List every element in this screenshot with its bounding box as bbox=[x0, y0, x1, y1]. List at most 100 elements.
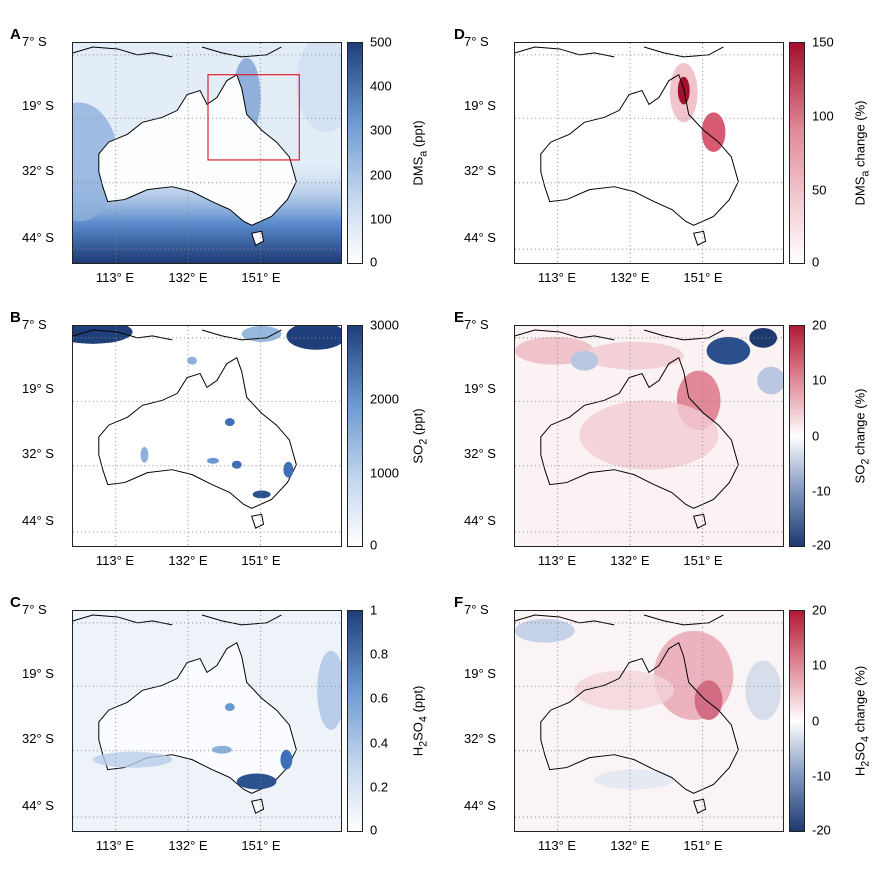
lat-tick: 19° S bbox=[464, 666, 496, 681]
cb-tick: 100 bbox=[370, 211, 392, 227]
cb-tick: 0.8 bbox=[370, 646, 389, 662]
map-d-svg bbox=[515, 43, 783, 263]
cb-tick: 20 bbox=[812, 317, 827, 333]
lon-tick: 113° E bbox=[95, 553, 135, 568]
lat-tick: 32° S bbox=[22, 731, 54, 746]
map-b-svg bbox=[73, 326, 341, 546]
cb-tick: -20 bbox=[812, 537, 831, 553]
panel-letter: D bbox=[454, 26, 465, 43]
cb-tick: 0 bbox=[812, 713, 820, 729]
map-c bbox=[72, 610, 342, 832]
colorbar-f bbox=[789, 610, 805, 832]
lon-tick: 151° E bbox=[241, 553, 281, 568]
lat-tick: 7° S bbox=[22, 317, 47, 332]
lat-tick: 19° S bbox=[464, 98, 496, 113]
lon-tick: 113° E bbox=[95, 838, 135, 853]
cb-tick: 0.6 bbox=[370, 690, 389, 706]
lat-tick: 32° S bbox=[464, 446, 496, 461]
cb-tick: 400 bbox=[370, 78, 392, 94]
panel-b: B 7° S 19° S 32° S 44° S 3000 2000 10 bbox=[0, 305, 442, 593]
lon-tick: 132° E bbox=[168, 553, 208, 568]
panel-f: F 7° S 19° S 32° S 44° S 20 10 0 -10 -20… bbox=[442, 590, 884, 878]
cb-tick: 0 bbox=[370, 254, 378, 270]
lon-tick: 151° E bbox=[683, 553, 723, 568]
panel-e: E 7° S 19° S 32° S 44° S 20 10 0 -10 -20… bbox=[442, 305, 884, 593]
colorbar-label: SO2 change (%) bbox=[852, 388, 872, 484]
colorbar-label: DMSa change (%) bbox=[852, 100, 872, 206]
lat-tick: 44° S bbox=[22, 230, 54, 245]
lat-tick: 19° S bbox=[22, 381, 54, 396]
lon-tick: 132° E bbox=[610, 270, 650, 285]
cb-tick: -20 bbox=[812, 822, 831, 838]
colorbar-label: SO2 (ppt) bbox=[410, 408, 430, 464]
panel-letter: C bbox=[10, 594, 21, 611]
cb-tick: 0.4 bbox=[370, 735, 389, 751]
lat-tick: 7° S bbox=[464, 34, 489, 49]
lat-tick: 7° S bbox=[464, 317, 489, 332]
lat-tick: 32° S bbox=[22, 446, 54, 461]
map-d bbox=[514, 42, 784, 264]
lat-tick: 44° S bbox=[22, 798, 54, 813]
lon-tick: 151° E bbox=[683, 270, 723, 285]
new-guinea-coast bbox=[73, 46, 282, 58]
cb-tick: 300 bbox=[370, 122, 392, 138]
panel-a: A 7° S 19° S 32° S 44° S bbox=[0, 22, 442, 310]
cb-tick: 50 bbox=[812, 182, 827, 198]
cb-tick: 2000 bbox=[370, 391, 399, 407]
cb-tick: 10 bbox=[812, 372, 827, 388]
cb-tick: 0 bbox=[370, 822, 378, 838]
colorbar-label: H2SO4 (ppt) bbox=[410, 685, 430, 757]
cb-tick: 0 bbox=[812, 254, 820, 270]
lat-tick: 19° S bbox=[22, 666, 54, 681]
map-f bbox=[514, 610, 784, 832]
panel-letter: F bbox=[454, 594, 464, 611]
map-c-svg bbox=[73, 611, 341, 831]
map-e bbox=[514, 325, 784, 547]
colorbar-a bbox=[347, 42, 363, 264]
lat-tick: 32° S bbox=[464, 163, 496, 178]
lat-tick: 32° S bbox=[464, 731, 496, 746]
lon-tick: 113° E bbox=[537, 553, 577, 568]
lat-tick: 7° S bbox=[22, 602, 47, 617]
panel-letter: E bbox=[454, 309, 465, 326]
lat-tick: 19° S bbox=[22, 98, 54, 113]
lon-tick: 151° E bbox=[241, 270, 281, 285]
colorbar-label: DMSa (ppt) bbox=[410, 120, 430, 186]
lon-tick: 151° E bbox=[241, 838, 281, 853]
panel-c: C 7° S 19° S 32° S 44° S 1 0.8 0.6 0.4 0… bbox=[0, 590, 442, 878]
cb-tick: 0.2 bbox=[370, 779, 389, 795]
panel-letter: B bbox=[10, 309, 21, 326]
lon-tick: 151° E bbox=[683, 838, 723, 853]
cb-tick: 500 bbox=[370, 34, 392, 50]
cb-tick: 20 bbox=[812, 602, 827, 618]
map-e-svg bbox=[515, 326, 783, 546]
cb-tick: 3000 bbox=[370, 317, 399, 333]
australia-landmass bbox=[98, 73, 297, 226]
lat-tick: 7° S bbox=[464, 602, 489, 617]
panel-d: D 7° S 19° S 32° S 44° S 150 100 50 0 DM… bbox=[442, 22, 884, 310]
cb-tick: 150 bbox=[812, 34, 834, 50]
colorbar-b bbox=[347, 325, 363, 547]
cb-tick: -10 bbox=[812, 483, 831, 499]
cb-tick: 10 bbox=[812, 657, 827, 673]
panel-letter: A bbox=[10, 26, 21, 43]
cb-tick: 1 bbox=[370, 602, 378, 618]
cb-tick: 0 bbox=[370, 537, 378, 553]
colorbar-label: H2SO4 change (%) bbox=[852, 665, 872, 777]
lat-tick: 44° S bbox=[464, 513, 496, 528]
lat-tick: 44° S bbox=[464, 230, 496, 245]
lon-tick: 113° E bbox=[537, 270, 577, 285]
lat-tick: 44° S bbox=[22, 513, 54, 528]
lat-tick: 19° S bbox=[464, 381, 496, 396]
colorbar-c bbox=[347, 610, 363, 832]
lon-tick: 113° E bbox=[537, 838, 577, 853]
cb-tick: -10 bbox=[812, 768, 831, 784]
cb-tick: 200 bbox=[370, 167, 392, 183]
lat-tick: 7° S bbox=[22, 34, 47, 49]
lat-tick: 44° S bbox=[464, 798, 496, 813]
cb-tick: 1000 bbox=[370, 465, 399, 481]
lon-tick: 132° E bbox=[168, 270, 208, 285]
map-f-svg bbox=[515, 611, 783, 831]
map-a-svg bbox=[73, 43, 341, 263]
lon-tick: 132° E bbox=[610, 838, 650, 853]
